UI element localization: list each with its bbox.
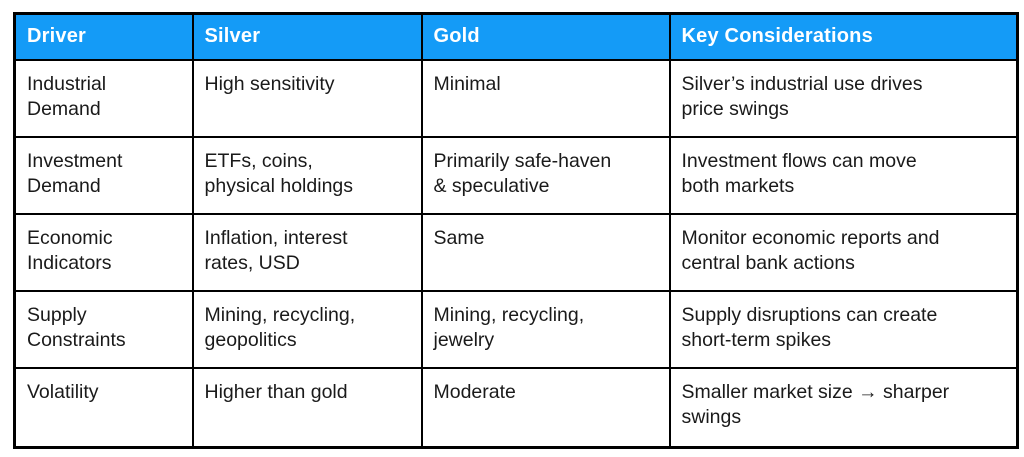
cell-driver: Economic Indicators bbox=[13, 212, 194, 292]
column-header-silver: Silver bbox=[191, 12, 423, 61]
cell-silver: ETFs, coins, physical holdings bbox=[191, 135, 423, 215]
cell-key-considerations: Investment flows can move both markets bbox=[668, 135, 1019, 215]
cell-driver: Volatility bbox=[13, 366, 194, 449]
column-header-gold: Gold bbox=[420, 12, 671, 61]
column-header-driver: Driver bbox=[13, 12, 194, 61]
cell-gold: Moderate bbox=[420, 366, 671, 449]
table-row: Volatility Higher than gold Moderate Sma… bbox=[13, 366, 1019, 449]
cell-key-considerations: Silver’s industrial use drives price swi… bbox=[668, 58, 1019, 138]
comparison-table-container: Driver Silver Gold Key Considerations In… bbox=[13, 12, 1019, 449]
cell-gold: Same bbox=[420, 212, 671, 292]
cell-gold: Mining, recycling, jewelry bbox=[420, 289, 671, 369]
cell-driver: Industrial Demand bbox=[13, 58, 194, 138]
cell-silver: High sensitivity bbox=[191, 58, 423, 138]
table-row: Supply Constraints Mining, recycling, ge… bbox=[13, 289, 1019, 369]
cell-key-considerations: Smaller market size → sharper swings bbox=[668, 366, 1019, 449]
cell-gold: Minimal bbox=[420, 58, 671, 138]
column-header-key-considerations: Key Considerations bbox=[668, 12, 1019, 61]
cell-silver: Higher than gold bbox=[191, 366, 423, 449]
table-row: Economic Indicators Inflation, interest … bbox=[13, 212, 1019, 292]
cell-silver: Mining, recycling, geopolitics bbox=[191, 289, 423, 369]
header-row: Driver Silver Gold Key Considerations bbox=[13, 12, 1019, 61]
silver-gold-comparison-table: Driver Silver Gold Key Considerations In… bbox=[13, 12, 1019, 449]
cell-driver: Supply Constraints bbox=[13, 289, 194, 369]
cell-gold: Primarily safe-haven & speculative bbox=[420, 135, 671, 215]
table-row: Investment Demand ETFs, coins, physical … bbox=[13, 135, 1019, 215]
cell-driver: Investment Demand bbox=[13, 135, 194, 215]
cell-key-considerations: Supply disruptions can create short-term… bbox=[668, 289, 1019, 369]
table-row: Industrial Demand High sensitivity Minim… bbox=[13, 58, 1019, 138]
cell-key-considerations: Monitor economic reports and central ban… bbox=[668, 212, 1019, 292]
cell-silver: Inflation, interest rates, USD bbox=[191, 212, 423, 292]
